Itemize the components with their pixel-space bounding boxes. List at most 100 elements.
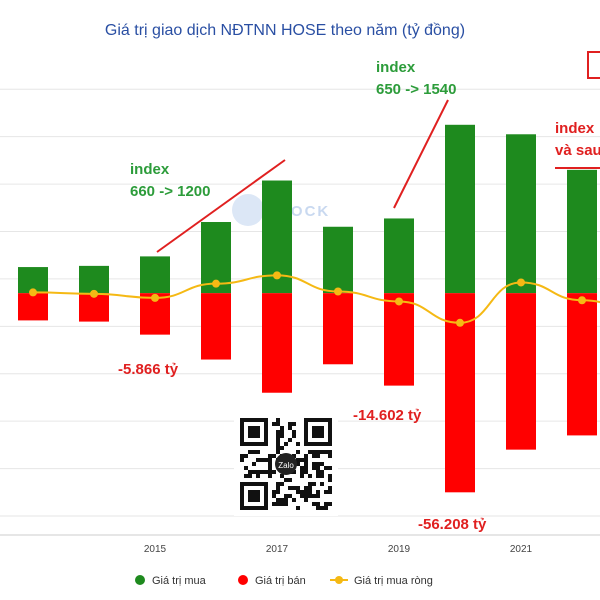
qr-module — [276, 498, 280, 502]
qr-module — [308, 486, 312, 490]
qr-module — [312, 494, 316, 498]
qr-module — [300, 458, 304, 462]
legend-buy-swatch — [135, 575, 145, 585]
qr-module — [284, 478, 288, 482]
qr-module — [288, 486, 292, 490]
qr-module — [304, 462, 308, 466]
qr-module — [300, 470, 304, 474]
qr-module — [316, 466, 320, 470]
sell-bar-2014 — [79, 293, 109, 322]
qr-module — [276, 434, 280, 438]
qr-module — [256, 470, 260, 474]
net-point-2016 — [212, 279, 220, 288]
qr-module — [292, 470, 296, 474]
qr-module — [280, 430, 284, 434]
legend-net-swatch — [335, 576, 343, 584]
qr-module — [276, 438, 280, 442]
qr-module — [272, 470, 276, 474]
qr-module — [324, 506, 328, 510]
legend: Giá trị mua Giá trị bán Giá trị mua ròng — [135, 575, 433, 587]
qr-module — [300, 490, 304, 494]
annotation-net-3: -56.208 tỷ — [418, 516, 487, 533]
qr-module — [320, 470, 324, 474]
qr-module — [308, 490, 312, 494]
annotation-vasau: và sau — [555, 142, 600, 159]
qr-module — [264, 470, 268, 474]
qr-module — [252, 462, 256, 466]
qr-module — [296, 442, 300, 446]
net-point-2021 — [517, 278, 525, 287]
corner-box — [587, 51, 600, 79]
qr-module — [268, 466, 272, 470]
qr-module — [324, 490, 328, 494]
qr-module — [308, 450, 312, 454]
qr-module — [312, 466, 316, 470]
buy-bar-2020 — [445, 124, 475, 294]
annotation-net-2: -14.602 tỷ — [353, 407, 422, 424]
qr-module — [264, 458, 268, 462]
qr-module — [312, 502, 316, 506]
annotation-net-1: -5.866 tỷ — [118, 361, 179, 378]
qr-module — [316, 490, 320, 494]
qr-module — [308, 474, 312, 478]
qr-module — [296, 450, 300, 454]
qr-module — [328, 474, 332, 478]
qr-module — [324, 466, 328, 470]
qr-module — [308, 482, 312, 486]
qr-module — [328, 486, 332, 490]
qr-module — [296, 490, 300, 494]
qr-module — [256, 474, 260, 478]
qr-module — [324, 502, 328, 506]
qr-module — [260, 470, 264, 474]
qr-module — [316, 454, 320, 458]
trend-arrow-2 — [393, 99, 449, 209]
qr-module — [320, 482, 324, 486]
qr-module — [272, 502, 276, 506]
qr-module — [268, 454, 272, 458]
legend-sell-label: Giá trị bán — [255, 575, 306, 587]
qr-module — [292, 486, 296, 490]
net-point-2015 — [151, 293, 159, 302]
buy-bar-2019 — [384, 218, 414, 294]
net-point-2014 — [90, 289, 98, 298]
net-point-2017 — [273, 271, 281, 280]
qr-module — [300, 494, 304, 498]
zalo-logo-text: Zalo — [278, 461, 294, 470]
qr-module — [276, 502, 280, 506]
qr-module — [312, 482, 316, 486]
qr-module — [292, 422, 296, 426]
qr-module — [296, 506, 300, 510]
qr-module — [252, 450, 256, 454]
qr-module — [320, 506, 324, 510]
annotation-index-3: index — [555, 120, 595, 137]
qr-module — [292, 430, 296, 434]
qr-module — [280, 446, 284, 450]
qr-module — [312, 454, 316, 458]
qr-module — [280, 426, 284, 430]
buy-bar-2015 — [140, 256, 170, 294]
qr-module — [288, 478, 292, 482]
legend-sell-swatch — [238, 575, 248, 585]
qr-module — [240, 458, 244, 462]
qr-module — [312, 462, 316, 466]
qr-module — [316, 470, 320, 474]
qr-module — [284, 502, 288, 506]
buy-bar-2021 — [506, 134, 536, 294]
qr-module — [328, 478, 332, 482]
net-line-layer — [29, 271, 600, 327]
qr-module — [272, 494, 276, 498]
qr-module — [292, 498, 296, 502]
qr-module — [276, 450, 280, 454]
trend-arrow-1 — [156, 159, 286, 253]
qr-module — [280, 502, 284, 506]
qr-module — [288, 426, 292, 430]
qr-module — [304, 458, 308, 462]
sell-bar-2017 — [262, 293, 292, 393]
chart-title: Giá trị giao dịch NĐTNN HOSE theo năm (t… — [105, 22, 465, 39]
legend-buy-label: Giá trị mua — [152, 575, 207, 587]
annotation-index-2: index — [376, 59, 416, 76]
qr-module — [276, 486, 280, 490]
qr-module — [312, 450, 316, 454]
qr-module — [276, 422, 280, 426]
sell-bar-2021 — [506, 293, 536, 450]
